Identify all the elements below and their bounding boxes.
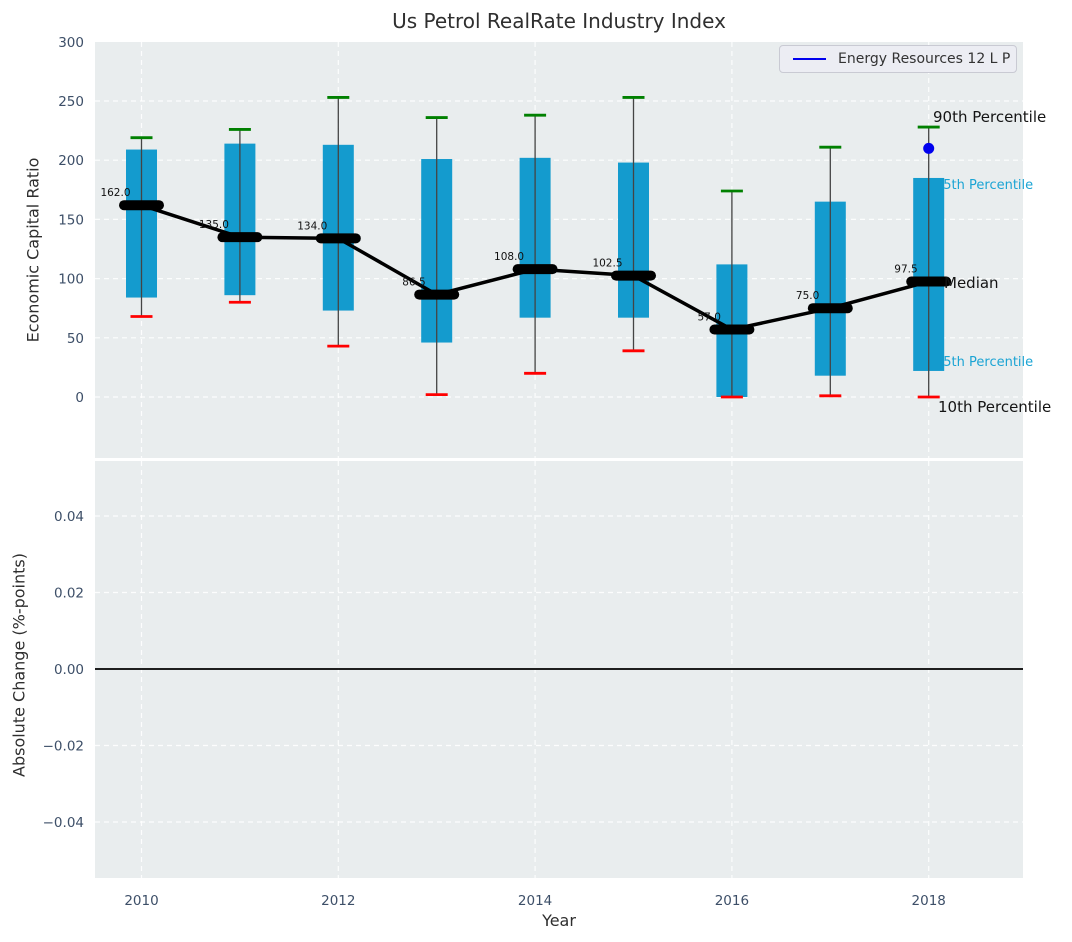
annotations-front: 90th Percentile Median 10th Percentile: [933, 108, 1051, 416]
y2-tick-0.02: 0.02: [54, 586, 84, 602]
median-marker-2015: [611, 270, 656, 281]
y-tick-100: 100: [58, 272, 84, 288]
median-marker-2010: [119, 200, 164, 211]
median-value-label-2013: 86.5: [402, 277, 425, 289]
y-tick-200: 200: [58, 153, 84, 169]
tick-labels: 0 50 100 150 200 250 300 0.04 0.02 0.00 −0.02 −0.04…: [43, 35, 946, 909]
annotation-25th-percentile: 25th Percentile: [935, 355, 1033, 370]
median-marker-2017: [807, 303, 853, 314]
company-series: [923, 142, 935, 154]
y-tick-50: 50: [67, 331, 84, 347]
annotation-median: Median: [944, 274, 999, 292]
company-point: [923, 142, 935, 154]
median-value-label-2018: 97.5: [894, 264, 917, 276]
median-marker-2016: [709, 324, 755, 335]
median-value-label-2010: 162.0: [100, 187, 130, 199]
legend: Energy Resources 12 L P: [779, 45, 1017, 73]
top-y-axis-label: Economic Capital Ratio: [23, 157, 43, 343]
annotations-behind-bars: 75th Percentile 25th Percentile: [935, 178, 1033, 370]
median-value-label-2015: 102.5: [592, 258, 622, 270]
median-value-label-2016: 57.0: [698, 312, 721, 324]
x-tick-2018: 2018: [912, 893, 946, 909]
x-tick-2010: 2010: [124, 893, 158, 909]
x-axis-label: Year: [542, 911, 576, 930]
y2-tick-0.04: 0.04: [54, 509, 84, 525]
y2-tick--0.02: −0.02: [43, 739, 84, 755]
x-tick-2012: 2012: [321, 893, 355, 909]
y-tick-250: 250: [58, 94, 84, 110]
median-marker-2013: [414, 289, 460, 300]
bottom-y-axis-label: Absolute Change (%-points): [9, 553, 29, 777]
y-tick-150: 150: [58, 212, 84, 228]
whiskers-and-caps: [130, 96, 940, 399]
median-value-label-2012: 134.0: [297, 220, 327, 232]
annotation-75th-percentile: 75th Percentile: [935, 178, 1033, 193]
median-value-label-2017: 75.0: [796, 290, 819, 302]
y2-tick--0.04: −0.04: [43, 815, 84, 831]
median-marker-2014: [512, 264, 558, 275]
x-tick-2016: 2016: [715, 893, 749, 909]
chart-title: Us Petrol RealRate Industry Index: [392, 9, 726, 33]
median-series: 162.0 135.0 134.0 86.5 108.0 102.5 57.0 75.0 97.…: [100, 187, 952, 335]
median-value-label-2014: 108.0: [494, 251, 524, 263]
x-tick-2014: 2014: [518, 893, 552, 909]
legend-label: Energy Resources 12 L P: [838, 51, 1011, 67]
y2-tick-0: 0.00: [54, 662, 84, 678]
y-tick-0: 0: [75, 390, 84, 406]
annotation-10th-percentile: 10th Percentile: [938, 398, 1051, 416]
y-tick-300: 300: [58, 35, 84, 51]
median-value-label-2011: 135.0: [199, 219, 229, 231]
legend-line-sample: [793, 58, 826, 60]
annotation-90th-percentile: 90th Percentile: [933, 108, 1046, 126]
median-marker-2018: [906, 276, 952, 287]
median-marker-2011: [217, 232, 263, 243]
median-marker-2012: [315, 233, 361, 244]
